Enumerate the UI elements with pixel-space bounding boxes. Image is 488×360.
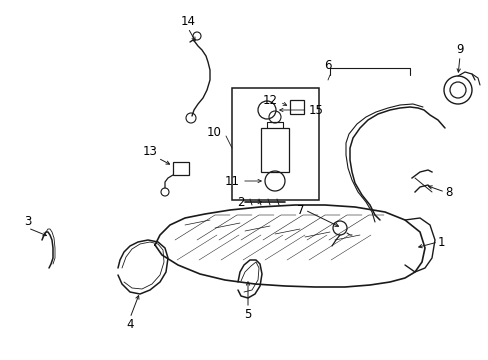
Text: 9: 9 <box>455 43 463 56</box>
Text: 2: 2 <box>237 195 244 208</box>
Text: 10: 10 <box>207 126 222 139</box>
Text: 8: 8 <box>444 185 451 198</box>
Text: 4: 4 <box>126 318 134 331</box>
Bar <box>173 162 189 175</box>
Text: 12: 12 <box>263 94 278 107</box>
Text: 14: 14 <box>180 15 195 28</box>
Bar <box>231 88 318 200</box>
Bar <box>261 128 288 172</box>
Text: 15: 15 <box>308 104 323 117</box>
Bar <box>289 100 304 114</box>
Text: 1: 1 <box>437 235 445 248</box>
Text: 5: 5 <box>244 308 251 321</box>
Text: 6: 6 <box>324 59 331 72</box>
Text: 3: 3 <box>24 215 32 228</box>
Text: 11: 11 <box>224 175 240 188</box>
Text: 7: 7 <box>297 203 305 216</box>
Text: 13: 13 <box>143 145 158 158</box>
